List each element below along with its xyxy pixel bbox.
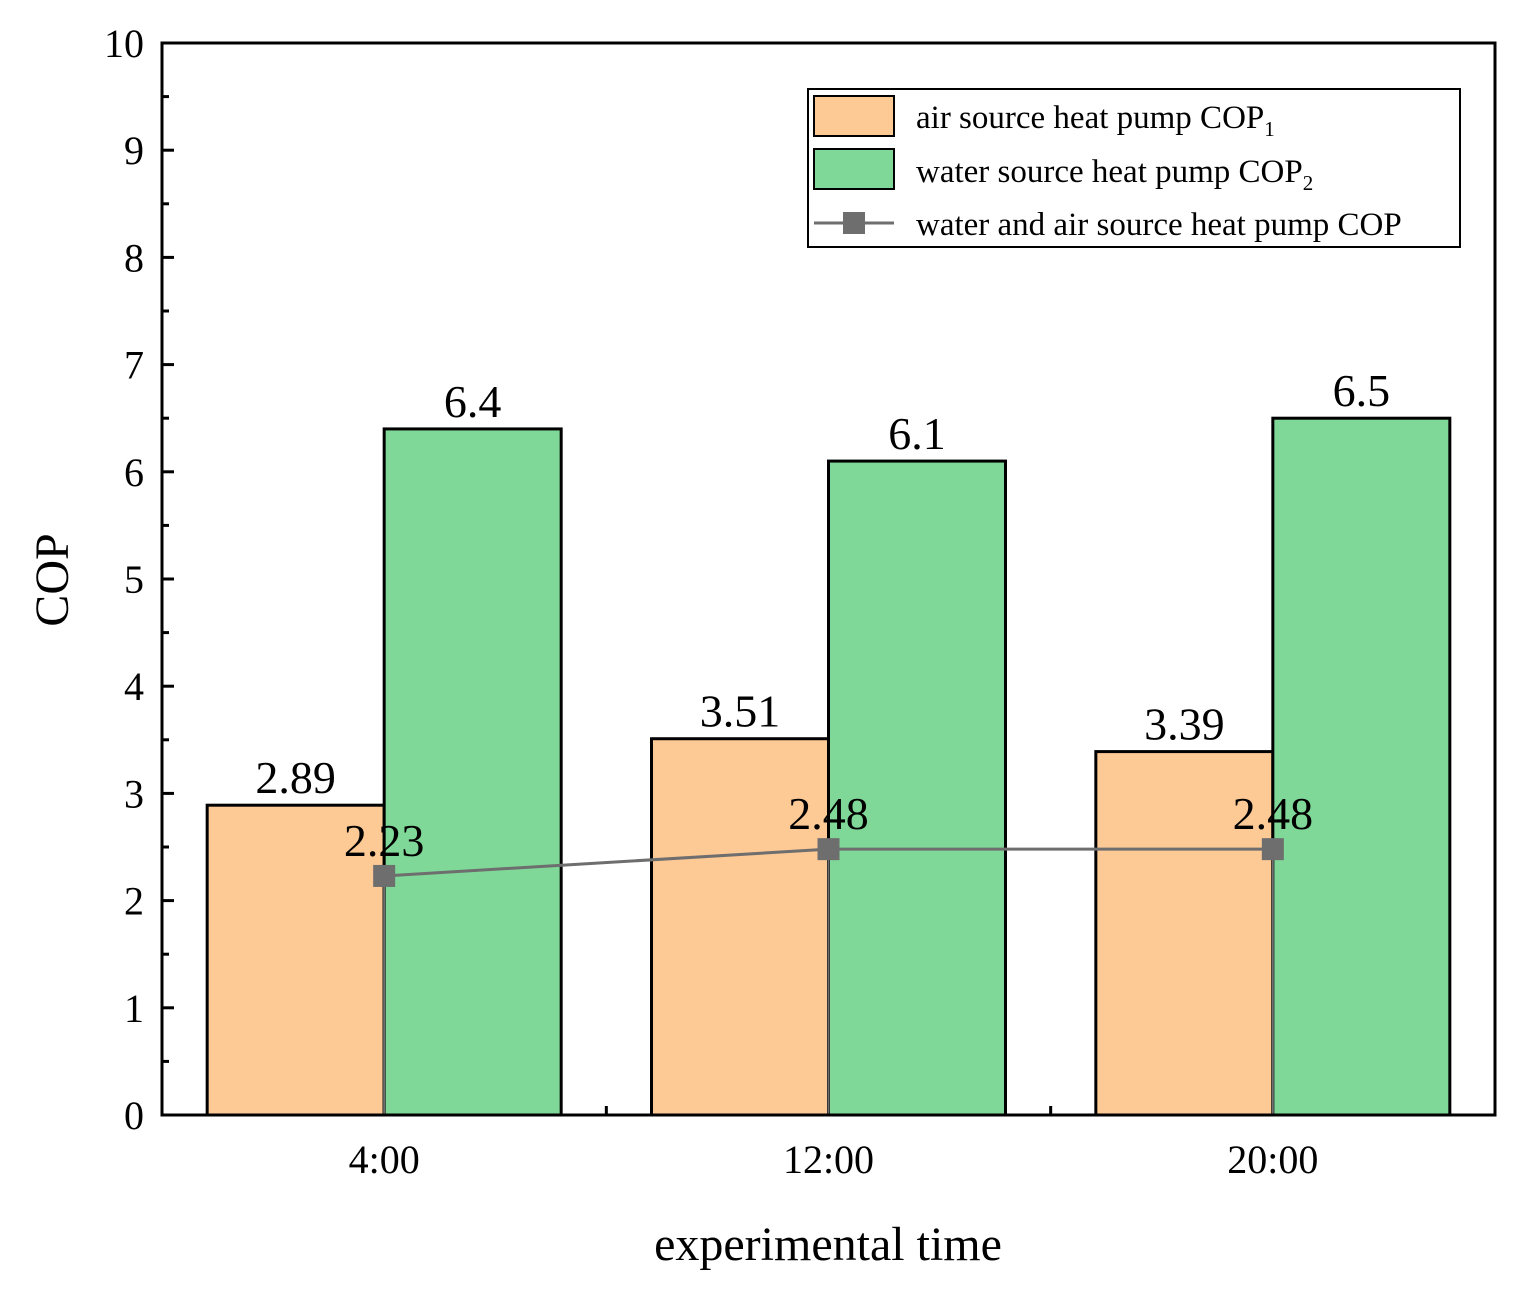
y-tick-label-8: 8 xyxy=(124,235,144,280)
legend-swatch-air xyxy=(813,95,895,137)
bar-air-2 xyxy=(1094,750,1275,1117)
data-label-water-0: 6.4 xyxy=(444,376,502,427)
line-series-layer xyxy=(373,838,1284,1115)
bar-air-1 xyxy=(650,737,830,1117)
y-tick-label-6: 6 xyxy=(124,450,144,495)
y-tick-label-2: 2 xyxy=(124,879,144,924)
data-label-air-2: 3.39 xyxy=(1144,699,1225,750)
y-tick-label-5: 5 xyxy=(124,557,144,602)
x-tick-label-0: 4:00 xyxy=(349,1137,420,1182)
bar-water-2 xyxy=(1271,416,1452,1117)
y-tick-label-3: 3 xyxy=(124,771,144,816)
marker-combined-1 xyxy=(817,838,840,861)
y-tick-label-10: 10 xyxy=(104,21,144,66)
data-label-air-1: 3.51 xyxy=(700,686,781,737)
y-tick-label-7: 7 xyxy=(124,343,144,388)
x-tick-label-2: 20:00 xyxy=(1227,1137,1318,1182)
y-axis: 0 1 2 3 4 5 6 7 8 9 10 xyxy=(104,21,174,1138)
data-labels-layer: 2.89 3.51 3.39 6.4 6.1 6.5 2.23 2.48 2.48 xyxy=(255,365,1390,866)
legend-swatch-water xyxy=(813,148,895,190)
y-tick-label-4: 4 xyxy=(124,664,144,709)
y-tick-label-0: 0 xyxy=(124,1093,144,1138)
data-label-combined-0: 2.23 xyxy=(344,815,425,866)
x-axis: 4:00 12:00 20:00 xyxy=(349,1106,1318,1182)
bars-layer xyxy=(205,416,1452,1117)
data-label-water-1: 6.1 xyxy=(888,408,946,459)
y-axis-title: COP xyxy=(26,533,79,626)
marker-combined-2 xyxy=(1261,838,1284,861)
data-label-water-2: 6.5 xyxy=(1333,365,1391,416)
legend-label-combined: water and air source heat pump COP xyxy=(916,207,1402,243)
data-label-combined-2: 2.48 xyxy=(1233,788,1314,839)
legend-marker-combined xyxy=(843,212,865,234)
legend-box xyxy=(807,88,1461,248)
y-tick-label-9: 9 xyxy=(124,128,144,173)
bar-air-0 xyxy=(205,803,386,1117)
data-label-air-0: 2.89 xyxy=(255,752,336,803)
bar-water-1 xyxy=(827,459,1007,1117)
data-label-combined-1: 2.48 xyxy=(788,788,869,839)
x-tick-label-1: 12:00 xyxy=(783,1137,874,1182)
marker-combined-0 xyxy=(373,864,396,887)
legend: air source heat pump COP1 water source h… xyxy=(807,88,1461,248)
bar-water-0 xyxy=(382,427,563,1117)
x-axis-title: experimental time xyxy=(654,1218,1002,1271)
y-tick-label-1: 1 xyxy=(124,986,144,1031)
legend-label-air: air source heat pump COP1 xyxy=(916,100,1275,141)
legend-label-water: water source heat pump COP2 xyxy=(916,154,1313,195)
